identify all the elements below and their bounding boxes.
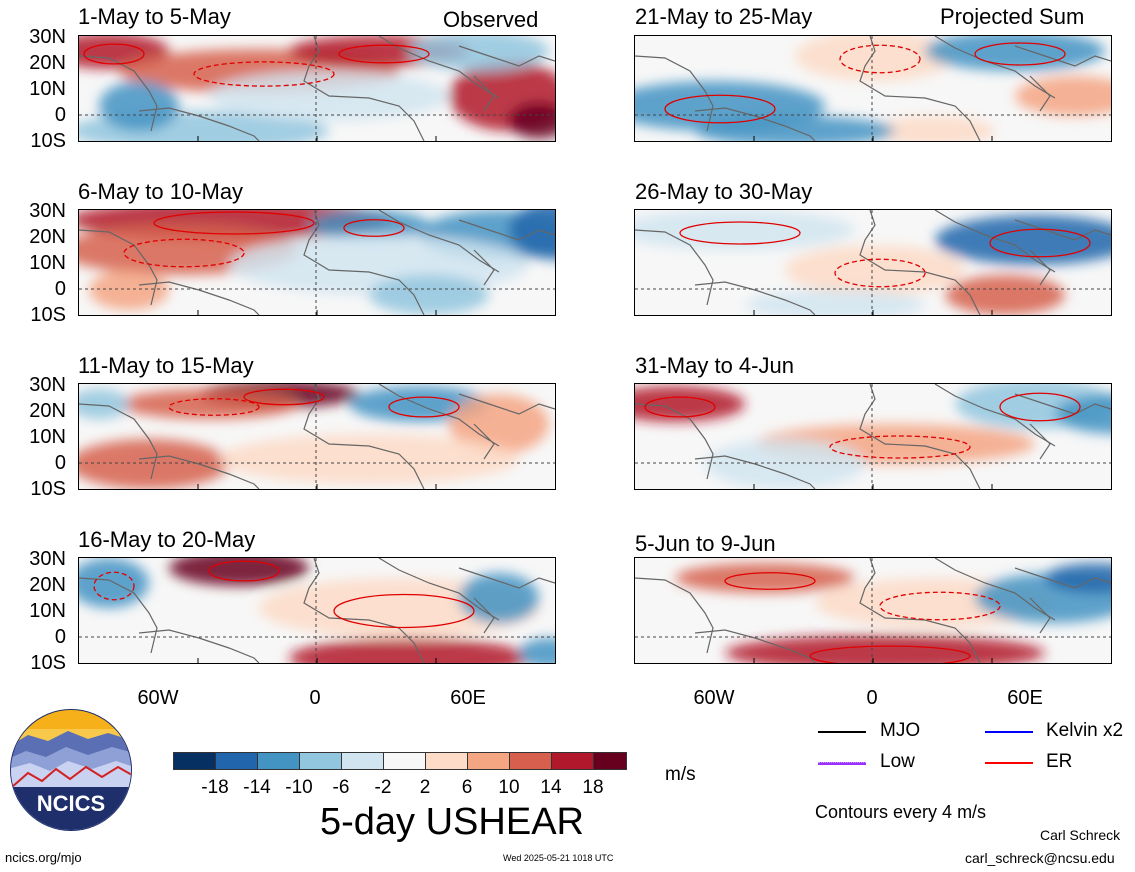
chart-title: 5-day USHEAR bbox=[320, 801, 584, 843]
lat-label: 20N bbox=[29, 400, 66, 422]
lat-label: 10N bbox=[29, 252, 66, 274]
panel-title-1: 1-May to 5-May bbox=[78, 4, 231, 29]
lat-label: 10N bbox=[29, 78, 66, 100]
panel-title-8: 5-Jun to 9-Jun bbox=[635, 531, 776, 556]
colorbar-label: 2 bbox=[419, 777, 431, 798]
legend-label-kelvin: Kelvin x2 bbox=[1046, 720, 1124, 741]
map-panel-7 bbox=[634, 383, 1112, 490]
map-panel-8 bbox=[634, 557, 1112, 664]
lat-label: 30N bbox=[29, 548, 66, 570]
colorbar-swatch bbox=[509, 752, 552, 770]
legend-line-kelvin bbox=[985, 731, 1033, 733]
panel-title-3: 11-May to 15-May bbox=[78, 353, 254, 378]
colorbar-label: -10 bbox=[285, 777, 313, 798]
author: Carl Schreck bbox=[1040, 827, 1121, 843]
panel-title-7: 31-May to 4-Jun bbox=[635, 353, 794, 378]
lat-label: 30N bbox=[29, 200, 66, 222]
lat-label: 0 bbox=[54, 626, 66, 648]
colorbar-label: -18 bbox=[201, 777, 229, 798]
author-email[interactable]: carl_schreck@ncsu.edu bbox=[965, 850, 1115, 866]
colorbar-swatch bbox=[467, 752, 510, 770]
lat-label: 30N bbox=[29, 26, 66, 48]
map-panel-3 bbox=[78, 383, 556, 490]
lat-label: 10S bbox=[30, 304, 66, 326]
legend-label-er: ER bbox=[1046, 751, 1073, 772]
panel-title-6: 26-May to 30-May bbox=[635, 179, 813, 204]
site-link[interactable]: ncics.org/mjo bbox=[5, 850, 82, 865]
map-panel-6 bbox=[634, 209, 1112, 316]
lon-label: 60W bbox=[137, 687, 179, 709]
colorbar-swatch bbox=[215, 752, 258, 770]
lat-label: 20N bbox=[29, 52, 66, 74]
legend-line-low bbox=[818, 762, 866, 765]
colorbar-swatch bbox=[173, 752, 216, 770]
colorbar-swatch bbox=[257, 752, 300, 770]
lat-label: 20N bbox=[29, 574, 66, 596]
colorbar-swatch bbox=[299, 752, 342, 770]
panel-title-5: 21-May to 25-May bbox=[635, 4, 813, 29]
projected-sum-label: Projected Sum bbox=[940, 4, 1085, 29]
colorbar-label: -2 bbox=[374, 777, 392, 798]
legend-line-mjo bbox=[818, 731, 866, 733]
lon-label: 0 bbox=[309, 687, 321, 709]
lat-label: 0 bbox=[54, 278, 66, 300]
legend-label-low: Low bbox=[880, 751, 915, 772]
colorbar-swatch bbox=[593, 752, 627, 770]
lat-label: 10S bbox=[30, 130, 66, 152]
observed-label: Observed bbox=[443, 7, 539, 32]
lat-label: 0 bbox=[54, 104, 66, 126]
colorbar-label: 18 bbox=[582, 777, 604, 798]
lon-label: 60W bbox=[693, 687, 735, 709]
lat-label: 10N bbox=[29, 600, 66, 622]
contours-note: Contours every 4 m/s bbox=[815, 802, 987, 822]
lat-label: 0 bbox=[54, 452, 66, 474]
colorbar-label: -14 bbox=[243, 777, 271, 798]
timestamp: Wed 2025-05-21 1018 UTC bbox=[503, 853, 614, 863]
lon-label: 60E bbox=[1007, 687, 1043, 709]
colorbar-label: 10 bbox=[498, 777, 520, 798]
colorbar-label: 6 bbox=[461, 777, 473, 798]
lon-label: 60E bbox=[450, 687, 486, 709]
colorbar-units: m/s bbox=[665, 764, 696, 785]
logo-text: NCICS bbox=[37, 791, 105, 816]
map-panel-2 bbox=[78, 209, 556, 316]
lat-label: 30N bbox=[29, 374, 66, 396]
map-panel-4 bbox=[78, 557, 556, 664]
map-panel-1 bbox=[78, 35, 556, 142]
lat-label: 20N bbox=[29, 226, 66, 248]
panel-title-2: 6-May to 10-May bbox=[78, 179, 244, 204]
colorbar-label: 14 bbox=[540, 777, 562, 798]
lat-label: 10S bbox=[30, 478, 66, 500]
map-panel-5 bbox=[634, 35, 1112, 142]
colorbar-swatch bbox=[383, 752, 426, 770]
lat-label: 10N bbox=[29, 426, 66, 448]
colorbar-swatch bbox=[341, 752, 384, 770]
lat-label: 10S bbox=[30, 652, 66, 674]
colorbar-swatch bbox=[425, 752, 468, 770]
colorbar-swatch bbox=[551, 752, 594, 770]
legend-line-er bbox=[985, 762, 1033, 764]
colorbar-label: -6 bbox=[332, 777, 350, 798]
legend-label-mjo: MJO bbox=[880, 720, 921, 741]
lon-label: 0 bbox=[866, 687, 878, 709]
panel-title-4: 16-May to 20-May bbox=[78, 527, 256, 552]
ncics-logo: NCICS bbox=[8, 707, 134, 833]
